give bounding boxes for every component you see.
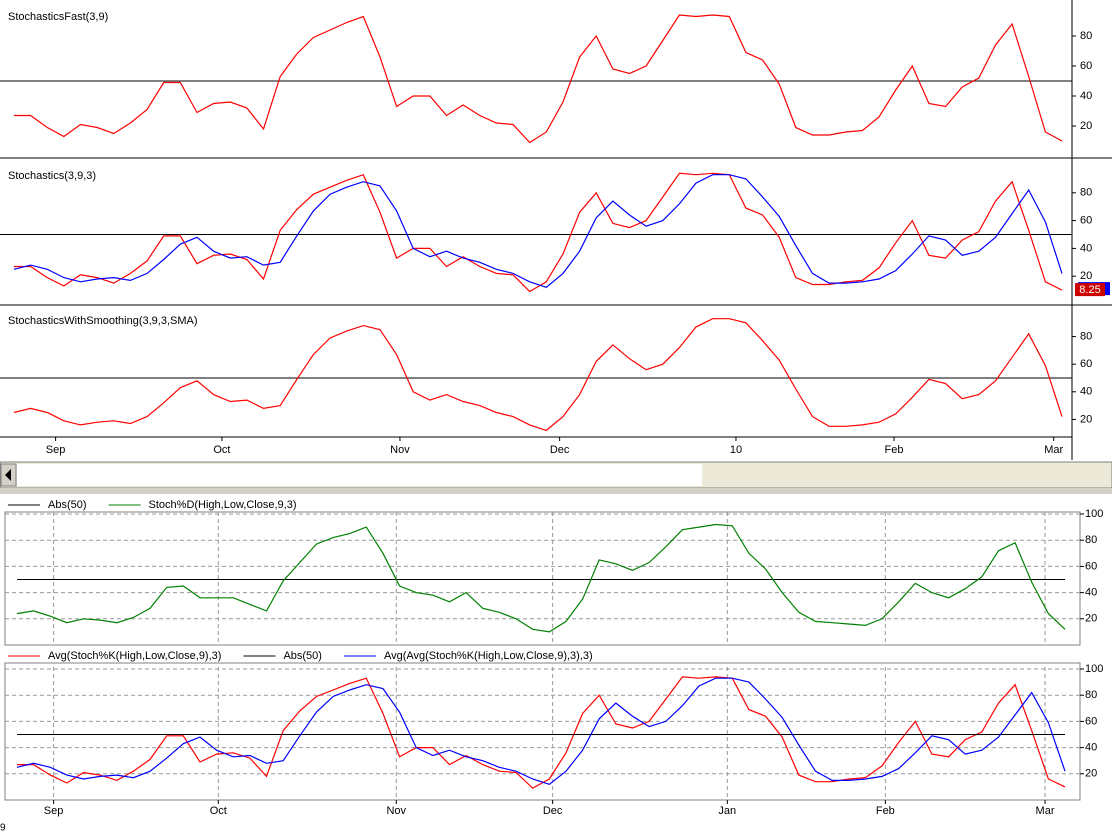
legend-label: Avg(Avg(Stoch%K(High,Low,Close,9),3),3): [384, 650, 593, 662]
x-tick-label: Feb: [885, 444, 904, 456]
series-line: [16, 523, 1066, 633]
x-tick-label: Nov: [390, 444, 410, 456]
x-tick-label: Dec: [550, 444, 570, 456]
y-tick-label: 40: [1085, 587, 1097, 599]
x-tick-label: Feb: [876, 805, 895, 817]
x-tick-label: Sep: [46, 444, 66, 456]
legend-label: Abs(50): [283, 650, 322, 662]
arrow-icon: [5, 469, 11, 481]
y-tick-label: 80: [1080, 331, 1092, 343]
y-tick-label: 80: [1085, 689, 1097, 701]
x-tick-label: Dec: [543, 805, 563, 817]
y-tick-label: 60: [1080, 215, 1092, 227]
y-tick-label: 40: [1080, 386, 1092, 398]
panel-title: Stochastics(3,9,3): [8, 170, 96, 182]
status-text: 9: [0, 823, 6, 834]
panel-title: StochasticsWithSmoothing(3,9,3,SMA): [8, 315, 198, 327]
x-tick-label: Oct: [210, 805, 227, 817]
legend-label: Stoch%D(High,Low,Close,9,3): [149, 499, 297, 511]
series-line: [13, 318, 1063, 432]
scroll-track[interactable]: [17, 464, 702, 486]
panel-frame: [4, 662, 1081, 801]
y-tick-label: 40: [1085, 742, 1097, 754]
y-tick-label: 20: [1085, 768, 1097, 780]
y-tick-label: 80: [1080, 30, 1092, 42]
x-tick-label: Sep: [44, 805, 64, 817]
panel-frame: [4, 511, 1081, 646]
splitter[interactable]: [0, 488, 1112, 494]
y-tick-label: 60: [1085, 715, 1097, 727]
series-line: [14, 14, 1063, 144]
y-tick-label: 60: [1080, 358, 1092, 370]
y-tick-label: 100: [1085, 508, 1103, 520]
x-tick-label: 10: [730, 444, 742, 456]
series-line: [14, 172, 1063, 293]
x-tick-label: Nov: [386, 805, 406, 817]
x-tick-label: Oct: [213, 444, 230, 456]
x-tick-label: Jan: [718, 805, 736, 817]
series-line: [16, 677, 1066, 785]
y-tick-label: 80: [1085, 534, 1097, 546]
y-tick-label: 60: [1080, 60, 1092, 72]
y-tick-label: 40: [1080, 242, 1092, 254]
x-tick-label: Mar: [1044, 444, 1063, 456]
y-tick-label: 60: [1085, 560, 1097, 572]
y-tick-label: 100: [1085, 663, 1103, 675]
value-tag-label: 8.25: [1079, 284, 1100, 296]
legend-label: Abs(50): [48, 499, 87, 511]
x-tick-label: Mar: [1036, 805, 1055, 817]
y-tick-label: 20: [1080, 413, 1092, 425]
series-line: [13, 174, 1063, 288]
panel-title: StochasticsFast(3,9): [8, 11, 108, 23]
y-tick-label: 20: [1080, 120, 1092, 132]
y-tick-label: 40: [1080, 90, 1092, 102]
y-tick-label: 20: [1080, 270, 1092, 282]
y-tick-label: 80: [1080, 187, 1092, 199]
y-tick-label: 20: [1085, 613, 1097, 625]
legend-label: Avg(Stoch%K(High,Low,Close,9),3): [48, 650, 221, 662]
value-tag: [1075, 283, 1105, 297]
series-line: [17, 676, 1066, 789]
